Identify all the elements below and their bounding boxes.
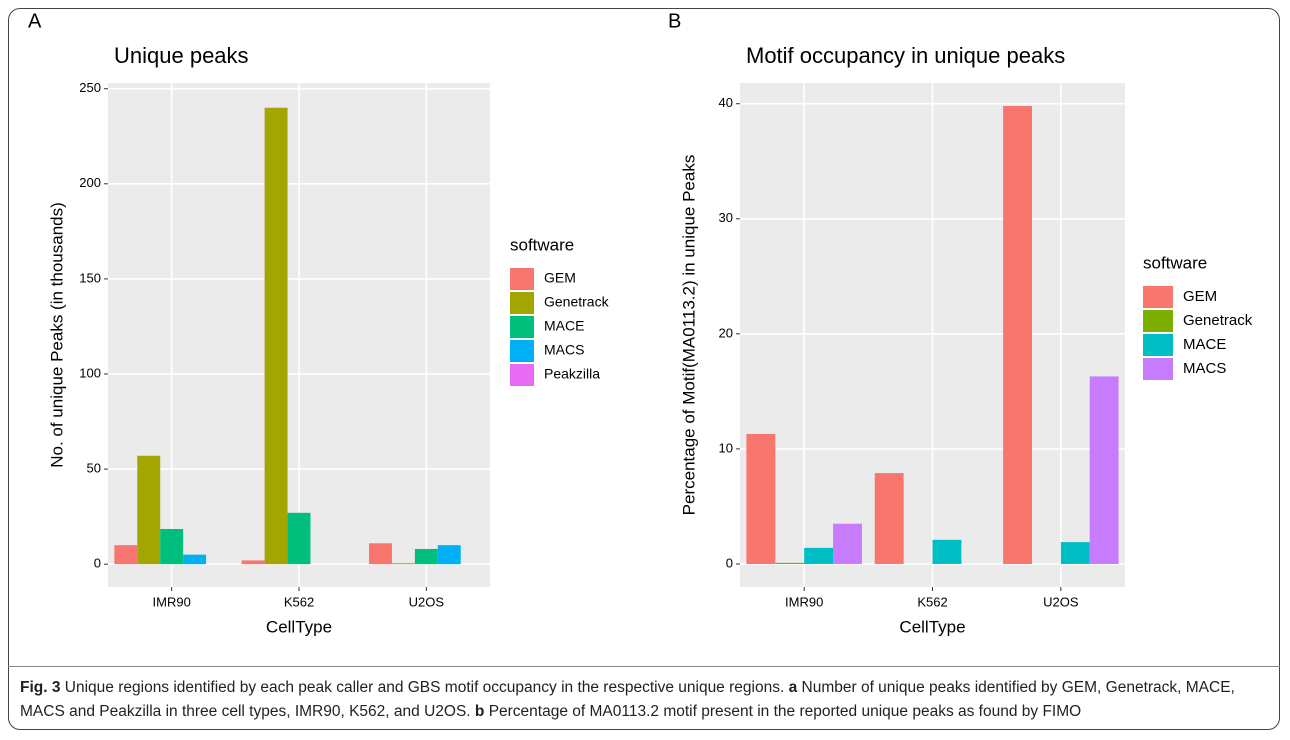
caption-a: a bbox=[788, 679, 798, 696]
legend-label: GEM bbox=[544, 270, 576, 286]
legend-key bbox=[1143, 286, 1173, 308]
y-tick-label: 250 bbox=[79, 80, 101, 95]
y-tick-label: 40 bbox=[719, 95, 733, 110]
bar bbox=[137, 455, 161, 565]
y-tick-label: 20 bbox=[719, 325, 733, 340]
legend-label: MACS bbox=[1183, 360, 1226, 377]
caption-label: Fig. 3 bbox=[20, 679, 61, 696]
caption-b: b bbox=[474, 703, 485, 720]
bar bbox=[160, 528, 184, 565]
chart-title: Motif occupancy in unique peaks bbox=[746, 43, 1065, 68]
x-tick-label: U2OS bbox=[1043, 594, 1079, 609]
bar bbox=[833, 523, 862, 564]
bar bbox=[804, 547, 834, 564]
bar bbox=[414, 548, 438, 565]
bar bbox=[241, 560, 265, 565]
legend-key bbox=[510, 340, 534, 362]
legend-key bbox=[510, 316, 534, 338]
legend-key bbox=[1143, 334, 1173, 356]
bar bbox=[874, 473, 904, 564]
caption-b-text: Percentage of MA0113.2 motif present in … bbox=[488, 703, 1082, 720]
bar bbox=[746, 433, 776, 564]
y-tick-label: 0 bbox=[94, 556, 101, 571]
caption-text: Unique regions identified by each peak c… bbox=[64, 679, 785, 696]
legend-key bbox=[1143, 358, 1173, 380]
y-tick-label: 10 bbox=[719, 440, 733, 455]
x-tick-label: U2OS bbox=[409, 594, 445, 609]
x-axis-title: CellType bbox=[266, 617, 332, 636]
bar bbox=[391, 563, 415, 565]
legend-label: Genetrack bbox=[1183, 312, 1253, 329]
legend-key bbox=[510, 292, 534, 314]
y-tick-label: 200 bbox=[79, 175, 101, 190]
y-axis-title: No. of unique Peaks (in thousands) bbox=[47, 202, 66, 468]
bar bbox=[775, 562, 805, 564]
legend-title: software bbox=[1143, 253, 1207, 272]
legend-label: Genetrack bbox=[544, 294, 610, 310]
y-tick-label: 50 bbox=[87, 461, 101, 476]
bar bbox=[264, 107, 288, 565]
bar bbox=[932, 539, 962, 564]
legend-label: GEM bbox=[1183, 288, 1217, 305]
y-axis-title: Percentage of Motif(MA0113.2) in unique … bbox=[679, 155, 698, 516]
figure-frame bbox=[8, 8, 1280, 730]
x-tick-label: K562 bbox=[917, 594, 947, 609]
x-tick-label: IMR90 bbox=[153, 594, 191, 609]
x-tick-label: K562 bbox=[284, 594, 314, 609]
caption-a-text: Number of unique peaks identified by GEM… bbox=[20, 679, 1235, 720]
legend-label: MACS bbox=[544, 342, 584, 358]
chart-title: Unique peaks bbox=[114, 43, 249, 68]
y-tick-label: 30 bbox=[719, 210, 733, 225]
bar bbox=[437, 545, 461, 565]
bar bbox=[369, 543, 392, 565]
bar bbox=[1060, 542, 1090, 564]
bar bbox=[183, 554, 207, 565]
y-tick-label: 100 bbox=[79, 365, 101, 380]
legend-label: MACE bbox=[544, 318, 584, 334]
caption: Fig. 3 Unique regions identified by each… bbox=[20, 676, 1270, 724]
caption-separator bbox=[8, 666, 1280, 667]
panel-label: B bbox=[668, 10, 681, 32]
legend-label: Peakzilla bbox=[544, 366, 600, 382]
bar bbox=[1089, 376, 1119, 564]
legend-key bbox=[510, 364, 534, 386]
legend-key bbox=[510, 268, 534, 290]
bar bbox=[287, 512, 311, 565]
bar bbox=[114, 545, 138, 565]
legend-label: MACE bbox=[1183, 336, 1226, 353]
y-tick-label: 150 bbox=[79, 270, 101, 285]
x-axis-title: CellType bbox=[899, 617, 965, 636]
legend-title: software bbox=[510, 235, 574, 254]
legend-key bbox=[1143, 310, 1173, 332]
panel-label: A bbox=[28, 10, 42, 32]
x-tick-label: IMR90 bbox=[785, 594, 823, 609]
bar bbox=[1003, 106, 1032, 564]
y-tick-label: 0 bbox=[726, 555, 733, 570]
